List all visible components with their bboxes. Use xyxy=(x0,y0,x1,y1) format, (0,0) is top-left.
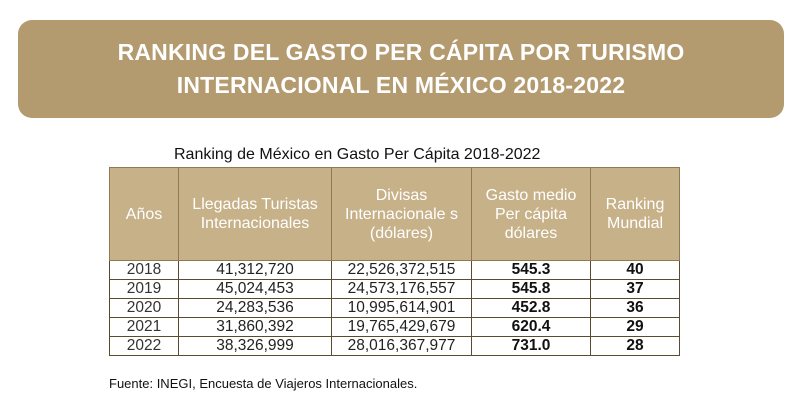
table-row: 2018 41,312,720 22,526,372,515 545.3 40 xyxy=(109,260,680,280)
banner-title-line-1: RANKING DEL GASTO PER CÁPITA POR TURISMO xyxy=(117,39,685,65)
table-title: Ranking de México en Gasto Per Cápita 20… xyxy=(174,146,541,163)
banner-title-line-2: INTERNACIONAL EN MÉXICO 2018-2022 xyxy=(176,72,626,98)
table-row: 2020 24,283,536 10,995,614,901 452.8 36 xyxy=(109,298,680,318)
source-note: Fuente: INEGI, Encuesta de Viajeros Inte… xyxy=(109,376,418,391)
cell-year: 2022 xyxy=(109,336,179,356)
cell-year: 2018 xyxy=(109,260,179,280)
header-ranking: Ranking Mundial xyxy=(590,167,680,261)
cell-llegadas: 41,312,720 xyxy=(178,260,332,280)
ranking-table: Años Llegadas Turistas Internacionales D… xyxy=(109,167,680,356)
cell-gasto: 545.3 xyxy=(471,260,591,280)
header-anios: Años xyxy=(109,167,179,261)
cell-ranking: 40 xyxy=(590,260,680,280)
cell-year: 2021 xyxy=(109,317,179,337)
cell-gasto: 731.0 xyxy=(471,336,591,356)
cell-llegadas: 24,283,536 xyxy=(178,298,332,318)
cell-llegadas: 45,024,453 xyxy=(178,279,332,299)
cell-llegadas: 31,860,392 xyxy=(178,317,332,337)
cell-ranking: 36 xyxy=(590,298,680,318)
cell-ranking: 37 xyxy=(590,279,680,299)
header-gasto-medio: Gasto medio Per cápita dólares xyxy=(471,167,591,261)
cell-divisas: 24,573,176,557 xyxy=(331,279,472,299)
cell-divisas: 10,995,614,901 xyxy=(331,298,472,318)
cell-gasto: 452.8 xyxy=(471,298,591,318)
cell-divisas: 22,526,372,515 xyxy=(331,260,472,280)
table-row: 2019 45,024,453 24,573,176,557 545.8 37 xyxy=(109,279,680,299)
header-divisas: Divisas Internacionale s (dólares) xyxy=(331,167,472,261)
cell-divisas: 28,016,367,977 xyxy=(331,336,472,356)
table-row: 2022 38,326,999 28,016,367,977 731.0 28 xyxy=(109,336,680,356)
title-banner: RANKING DEL GASTO PER CÁPITA POR TURISMO… xyxy=(18,20,784,118)
cell-llegadas: 38,326,999 xyxy=(178,336,332,356)
cell-ranking: 28 xyxy=(590,336,680,356)
cell-year: 2020 xyxy=(109,298,179,318)
cell-ranking: 29 xyxy=(590,317,680,337)
cell-gasto: 545.8 xyxy=(471,279,591,299)
table-header-row: Años Llegadas Turistas Internacionales D… xyxy=(109,167,680,261)
table-row: 2021 31,860,392 19,765,429,679 620.4 29 xyxy=(109,317,680,337)
cell-year: 2019 xyxy=(109,279,179,299)
cell-gasto: 620.4 xyxy=(471,317,591,337)
cell-divisas: 19,765,429,679 xyxy=(331,317,472,337)
header-llegadas: Llegadas Turistas Internacionales xyxy=(178,167,332,261)
